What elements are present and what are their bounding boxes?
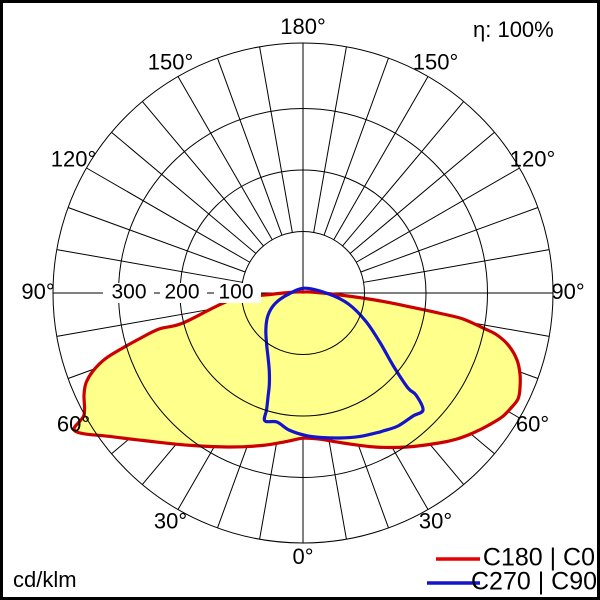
svg-text:30°: 30° [419,508,452,533]
svg-text:cd/klm: cd/klm [13,567,77,592]
svg-text:200: 200 [164,281,199,304]
svg-text:150°: 150° [148,49,194,74]
svg-text:30°: 30° [154,508,187,533]
svg-text:60°: 60° [57,411,90,436]
svg-text:η: 100%: η: 100% [473,17,554,42]
svg-text:300: 300 [111,281,146,304]
svg-text:90°: 90° [21,279,54,304]
svg-text:180°: 180° [280,14,326,39]
svg-text:150°: 150° [413,49,459,74]
svg-text:120°: 120° [51,146,97,171]
svg-text:100: 100 [218,281,253,304]
svg-text:90°: 90° [551,279,584,304]
svg-text:120°: 120° [510,146,556,171]
svg-text:0°: 0° [292,544,313,569]
svg-text:C270 | C90: C270 | C90 [471,568,597,596]
svg-text:60°: 60° [516,411,549,436]
